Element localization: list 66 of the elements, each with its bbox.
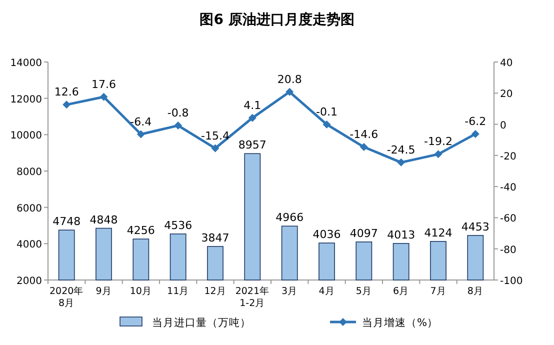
data-label: 20.8 bbox=[277, 72, 302, 86]
data-label: 4036 bbox=[312, 228, 341, 242]
data-label: 4256 bbox=[126, 224, 155, 238]
data-label: 4124 bbox=[424, 226, 452, 240]
data-label: 4748 bbox=[52, 215, 81, 228]
point bbox=[286, 88, 294, 96]
data-label: 4966 bbox=[276, 211, 304, 224]
y2-tick-label: 20 bbox=[500, 89, 513, 100]
y2-tick-label: -20 bbox=[500, 151, 516, 162]
x-tick-label: 6月 bbox=[393, 286, 410, 297]
data-label: -15.4 bbox=[201, 129, 230, 142]
data-label: -14.6 bbox=[350, 128, 378, 142]
x-tick-label: 7月 bbox=[430, 286, 446, 297]
legend-label: 当月进口量（万吨） bbox=[152, 316, 251, 329]
data-label: 4013 bbox=[387, 228, 416, 242]
legend-label: 当月增速（%） bbox=[362, 316, 438, 329]
data-label: -0.8 bbox=[167, 106, 189, 120]
point bbox=[174, 122, 182, 130]
y2-tick-label: -100 bbox=[500, 276, 523, 287]
chart-title: 图6 原油进口月度走势图 bbox=[200, 11, 354, 28]
data-label: 17.6 bbox=[92, 78, 116, 91]
y-tick-label: 4000 bbox=[16, 240, 42, 251]
x-tick-label: 9月 bbox=[96, 286, 112, 297]
data-label: 8957 bbox=[238, 138, 266, 152]
x-tick-label: 2021年 1-2月 bbox=[235, 285, 270, 309]
y2-tick-label: 0 bbox=[500, 120, 506, 132]
point bbox=[397, 158, 406, 166]
y-tick-label: 6000 bbox=[16, 203, 42, 214]
point bbox=[471, 130, 480, 138]
point bbox=[62, 100, 71, 109]
y-tick-label: 2000 bbox=[16, 276, 42, 287]
x-tick-label: 10月 bbox=[130, 286, 152, 297]
data-label: 3847 bbox=[201, 231, 230, 244]
x-tick-label: 4月 bbox=[318, 286, 335, 297]
y2-tick-label: -40 bbox=[500, 182, 516, 194]
data-label: -0.1 bbox=[316, 105, 338, 118]
data-label: 4453 bbox=[461, 220, 490, 234]
point bbox=[248, 114, 256, 122]
x-tick-label: 3月 bbox=[282, 286, 298, 297]
y-tick-label: 10000 bbox=[10, 130, 42, 142]
y2-tick-label: 40 bbox=[500, 58, 513, 69]
y-tick-label: 14000 bbox=[10, 58, 42, 69]
y2-tick-label: -60 bbox=[500, 214, 516, 225]
data-label: 4097 bbox=[350, 226, 378, 240]
data-label: 4536 bbox=[164, 218, 192, 232]
x-tick-label: 5月 bbox=[356, 286, 372, 297]
x-tick-label: 8月 bbox=[467, 286, 484, 297]
point bbox=[360, 143, 368, 152]
point bbox=[100, 92, 108, 101]
point bbox=[136, 130, 145, 138]
data-label: 4848 bbox=[90, 213, 118, 226]
data-label: -6.4 bbox=[130, 115, 152, 128]
data-label: -24.5 bbox=[386, 143, 416, 156]
y2-tick-label: -80 bbox=[500, 244, 516, 256]
data-label: 4.1 bbox=[244, 98, 262, 112]
y-tick-label: 8000 bbox=[16, 167, 42, 178]
x-tick-label: 12月 bbox=[204, 286, 226, 297]
data-label: -19.2 bbox=[424, 135, 452, 148]
data-label: 12.6 bbox=[54, 86, 79, 99]
point bbox=[211, 144, 220, 152]
x-tick-label: 2020年 8月 bbox=[49, 285, 84, 309]
point bbox=[434, 150, 442, 158]
y-tick-label: 12000 bbox=[10, 94, 42, 106]
data-label: -6.2 bbox=[464, 114, 486, 128]
point bbox=[322, 120, 331, 128]
x-tick-label: 11月 bbox=[167, 286, 190, 297]
